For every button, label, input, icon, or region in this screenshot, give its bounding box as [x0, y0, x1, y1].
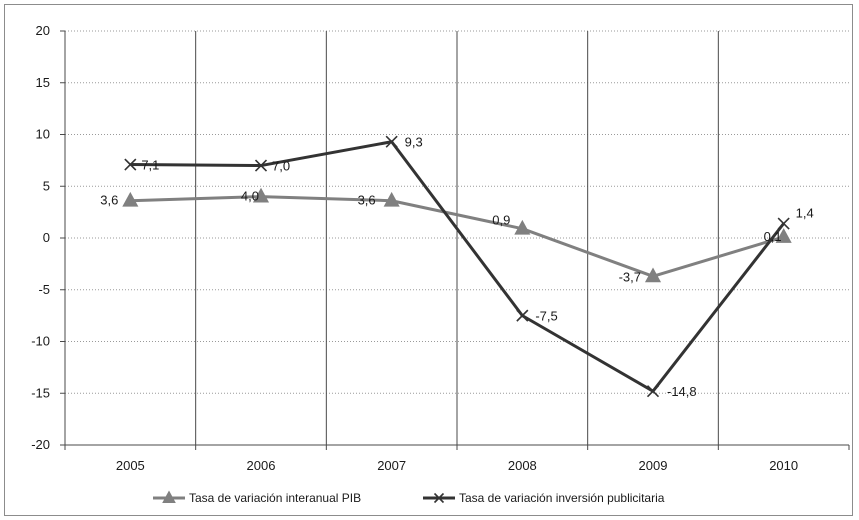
axes	[60, 30, 850, 450]
x-tick-label: 2007	[377, 458, 406, 473]
series-line-pib	[130, 195, 785, 278]
marker-stroke	[254, 159, 268, 172]
legend-item: Tasa de variación interanual PIB	[153, 490, 361, 505]
data-point-triangle	[252, 187, 270, 203]
data-label: -14,8	[667, 384, 697, 399]
data-label: 3,6	[358, 193, 376, 208]
data-label: 1,4	[796, 206, 814, 221]
y-axis-ticks: 20 15 10 5 0 -5 -10 -15 -20	[31, 23, 50, 452]
legend-marker-triangle	[162, 490, 176, 503]
data-point-triangle	[644, 267, 662, 283]
marker-stroke	[433, 492, 445, 504]
gridlines	[65, 30, 849, 445]
data-point-x	[646, 385, 660, 398]
data-labels: 3,6 4,0 3,6 0,9 -3,7 0,1 7,1 7,0 9,3 -7,5 -14,8 1,4	[100, 135, 813, 399]
data-point-x	[777, 217, 790, 230]
data-label: 9,3	[405, 135, 423, 150]
marker-stroke	[124, 158, 137, 171]
legend-label: Tasa de variación interanual PIB	[189, 491, 361, 505]
y-tick-label: -10	[31, 334, 50, 349]
y-tick-label: 5	[43, 178, 50, 193]
x-tick-label: 2008	[508, 458, 537, 473]
y-tick-label: 0	[43, 230, 50, 245]
data-point-x	[516, 309, 529, 322]
y-tick-label: 20	[36, 23, 50, 38]
data-point-triangle	[383, 191, 400, 207]
data-label: 0,9	[492, 213, 510, 228]
y-tick-label: 10	[36, 127, 50, 142]
data-point-triangle	[775, 228, 792, 243]
data-point-x	[124, 158, 137, 171]
x-tick-label: 2005	[116, 458, 145, 473]
series-line-inversion	[130, 140, 785, 393]
x-tick-label: 2010	[769, 458, 798, 473]
data-label: 0,1	[764, 229, 782, 244]
x-axis-ticks: 2005 2006 2007 2008 2009 2010	[116, 458, 798, 473]
data-label: 4,0	[241, 189, 259, 204]
x-tick-label: 2009	[639, 458, 668, 473]
legend-label: Tasa de variación inversión publicitaria	[459, 491, 665, 505]
y-tick-label: -15	[31, 385, 50, 400]
data-label: 3,6	[100, 193, 118, 208]
marker-stroke	[646, 385, 660, 398]
legend-item: Tasa de variación inversión publicitaria	[423, 491, 665, 505]
data-point-x	[254, 159, 268, 172]
y-tick-label: -20	[31, 437, 50, 452]
legend-marker-x	[433, 492, 445, 504]
marker-stroke	[777, 217, 790, 230]
y-tick-label: -5	[38, 282, 50, 297]
data-label: 7,0	[272, 159, 290, 174]
data-point-triangle	[122, 191, 139, 207]
series	[122, 135, 792, 398]
x-tick-label: 2006	[247, 458, 276, 473]
data-label: 7,1	[141, 158, 159, 173]
data-point-triangle	[514, 219, 531, 235]
legend: Tasa de variación interanual PIB Tasa de …	[153, 490, 665, 505]
data-label: -7,5	[535, 309, 557, 324]
data-point-x	[385, 135, 398, 148]
data-label: -3,7	[619, 269, 641, 284]
marker-stroke	[385, 135, 398, 148]
marker-stroke	[516, 309, 529, 322]
y-tick-label: 15	[36, 75, 50, 90]
